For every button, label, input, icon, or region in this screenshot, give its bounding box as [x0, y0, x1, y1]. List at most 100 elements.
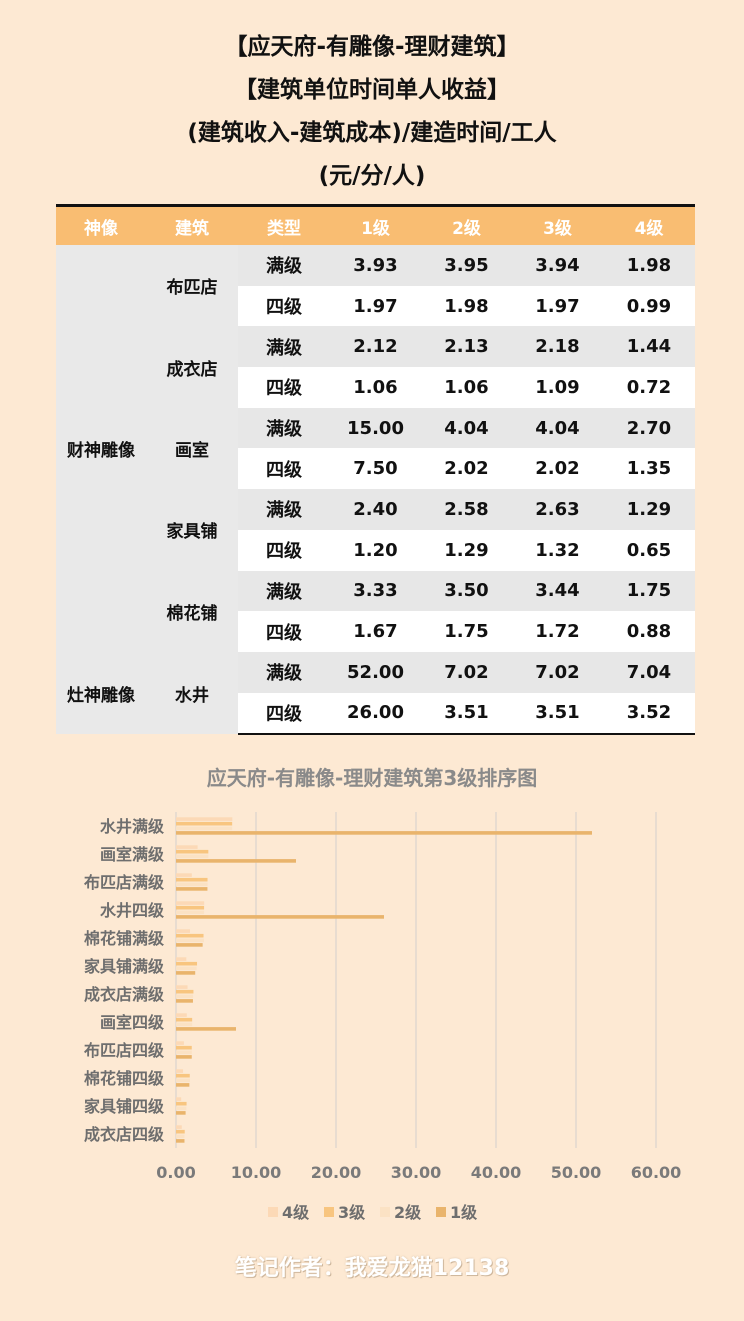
category-label: 水井满级 — [100, 817, 165, 836]
bar-3级 — [176, 933, 204, 938]
x-tick-label: 50.00 — [551, 1163, 602, 1182]
bar-4级 — [176, 817, 233, 821]
bar-3级 — [176, 905, 205, 910]
deity-cell: 灶神雕像 — [56, 651, 146, 735]
table-row: 画室 满级 15.00 4.04 4.04 2.70 — [56, 407, 695, 490]
legend-label: 1级 — [450, 1203, 478, 1222]
legend-label: 3级 — [338, 1203, 366, 1222]
bar-3级 — [176, 1017, 193, 1022]
value-cell-level-4: 0.72 — [603, 367, 695, 408]
table-row: 棉花铺 满级 3.33 3.50 3.44 1.75 — [56, 570, 695, 652]
bar-4级 — [176, 1097, 182, 1101]
value-cell-level-1: 1.20 — [330, 529, 421, 571]
value-cell-level-3: 3.44 — [512, 570, 603, 612]
value-cell-level-3: 3.94 — [512, 245, 603, 286]
chart-title: 应天府-有雕像-理财建筑第3级排序图 — [206, 766, 538, 790]
bar-1级 — [176, 1111, 186, 1115]
value-cell-level-3: 7.02 — [512, 651, 603, 693]
bar-4级 — [176, 1069, 184, 1073]
value-cell-level-2: 2.58 — [421, 489, 512, 530]
x-tick-label: 20.00 — [311, 1163, 362, 1182]
bar-1级 — [176, 887, 208, 891]
legend-swatch — [324, 1207, 334, 1217]
bar-3级 — [176, 849, 209, 854]
value-cell-level-1: 3.33 — [330, 570, 421, 612]
type-cell: 满级 — [238, 407, 330, 449]
bar-3级 — [176, 1045, 192, 1050]
value-cell-level-1: 15.00 — [330, 407, 421, 449]
bar-4级 — [176, 929, 190, 933]
category-label: 棉花铺满级 — [84, 929, 165, 948]
table-row: 成衣店 满级 2.12 2.13 2.18 1.44 — [56, 326, 695, 408]
bar-4级 — [176, 985, 188, 989]
income-table: 神像 建筑 类型 1级 2级 3级 4级 财神雕像 布匹店 满级 3.93 3.95 3.… — [56, 204, 695, 736]
value-cell-level-2: 1.98 — [421, 285, 512, 327]
value-cell-level-2: 3.50 — [421, 570, 512, 612]
x-tick-label: 60.00 — [631, 1163, 682, 1182]
type-cell: 四级 — [238, 285, 330, 327]
bar-1级 — [176, 1083, 190, 1087]
building-cell: 布匹店 — [146, 245, 238, 327]
table-row: 财神雕像 布匹店 满级 3.93 3.95 3.94 1.98 — [56, 245, 695, 652]
value-cell-level-1: 1.67 — [330, 611, 421, 652]
bar-3级 — [176, 989, 194, 994]
header-level-2: 2级 — [421, 204, 512, 245]
title-line-4: (元/分/人) — [318, 163, 426, 189]
category-label: 布匹店满级 — [84, 873, 165, 892]
value-cell-level-1: 26.00 — [330, 692, 421, 736]
value-cell-level-2: 1.06 — [421, 367, 512, 408]
bar-3级 — [176, 821, 233, 826]
value-cell-level-1: 52.00 — [330, 651, 421, 693]
header-level-3: 3级 — [512, 204, 603, 245]
category-label: 画室满级 — [100, 845, 165, 864]
bar-1级 — [176, 1139, 185, 1143]
bar-3级 — [176, 961, 198, 966]
title-line-1: 【应天府-有雕像-理财建筑】 — [224, 34, 520, 60]
bar-3级 — [176, 1129, 185, 1134]
bar-2级 — [176, 1134, 185, 1139]
bar-2级 — [176, 1022, 193, 1027]
bar-3级 — [176, 1101, 187, 1106]
legend-label: 4级 — [282, 1203, 310, 1222]
header-type: 类型 — [238, 204, 330, 245]
value-cell-level-3: 2.18 — [512, 326, 603, 368]
category-label: 水井四级 — [100, 901, 165, 920]
bar-1级 — [176, 831, 592, 835]
table-row: 四级 1.67 1.75 1.72 0.88 — [56, 611, 695, 652]
type-cell: 四级 — [238, 367, 330, 408]
header-building: 建筑 — [146, 204, 238, 245]
bar-4级 — [176, 1013, 187, 1017]
bar-4级 — [176, 845, 198, 849]
bar-1级 — [176, 1027, 236, 1031]
table-row: 四级 7.50 2.02 2.02 1.35 — [56, 448, 695, 490]
bar-2级 — [176, 1050, 192, 1055]
legend-swatch — [436, 1207, 446, 1217]
building-cell: 家具铺 — [146, 489, 238, 571]
table-row: 四级 26.00 3.51 3.51 3.52 — [56, 692, 695, 736]
type-cell: 满级 — [238, 651, 330, 693]
legend-label: 2级 — [394, 1203, 422, 1222]
bar-4级 — [176, 901, 205, 905]
value-cell-level-4: 1.75 — [603, 570, 695, 612]
value-cell-level-3: 1.97 — [512, 285, 603, 327]
bar-2级 — [176, 910, 205, 915]
ranking-bar-chart: 0.00 10.00 20.00 30.00 40.00 50.00 60.00 水井满级画室… — [84, 812, 682, 1222]
bar-2级 — [176, 826, 233, 831]
category-label: 成衣店四级 — [84, 1125, 165, 1144]
value-cell-level-1: 1.97 — [330, 285, 421, 327]
bar-1级 — [176, 943, 203, 947]
bar-1级 — [176, 859, 296, 863]
bar-4级 — [176, 957, 187, 961]
x-tick-label: 0.00 — [156, 1163, 195, 1182]
value-cell-level-3: 4.04 — [512, 407, 603, 449]
bar-4级 — [176, 873, 192, 877]
value-cell-level-2: 4.04 — [421, 407, 512, 449]
table-header-row: 神像 建筑 类型 1级 2级 3级 4级 — [56, 204, 695, 245]
bar-2级 — [176, 854, 209, 859]
type-cell: 满级 — [238, 326, 330, 368]
value-cell-level-4: 0.65 — [603, 529, 695, 571]
value-cell-level-1: 2.40 — [330, 489, 421, 530]
title-block: 【应天府-有雕像-理财建筑】 【建筑单位时间单人收益】 (建筑收入-建筑成本)/… — [0, 26, 744, 198]
category-label: 棉花铺四级 — [84, 1069, 165, 1088]
category-label: 画室四级 — [100, 1013, 165, 1032]
